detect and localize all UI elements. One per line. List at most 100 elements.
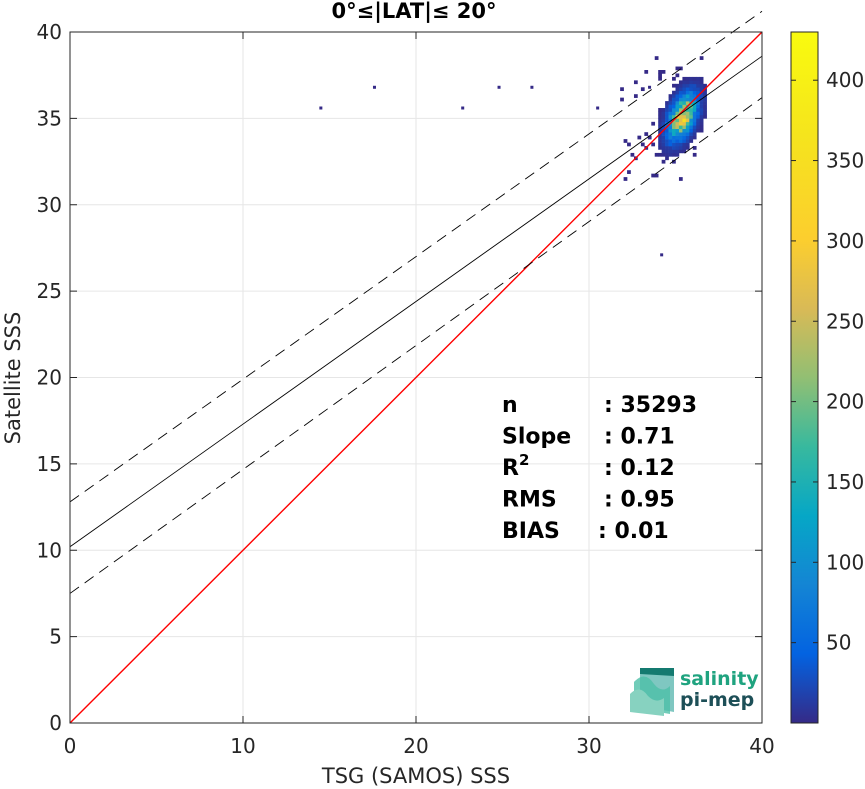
y-tick-label: 15 (37, 452, 62, 476)
density-cell (668, 128, 673, 133)
density-cell (692, 101, 697, 105)
density-cell (692, 111, 697, 116)
colorbar-tick-label: 400 (826, 68, 864, 92)
density-cell (685, 139, 690, 143)
density-cell (633, 94, 638, 98)
density-cell (658, 152, 662, 157)
density-cell (703, 104, 707, 109)
density-cell (682, 83, 687, 88)
density-cell (692, 135, 697, 140)
density-cell (672, 111, 676, 116)
density-cell (682, 128, 687, 133)
density-cell (678, 94, 683, 98)
statistics-box: n: 35293 Slope: 0.71 R2: 0.12 RMS: 0.95 BIAS… (502, 393, 697, 544)
density-cell (665, 135, 669, 140)
density-cell (689, 108, 694, 112)
density-cell (675, 135, 680, 140)
density-cell (703, 108, 707, 112)
stat-label: RMS (502, 488, 557, 513)
density-cell (665, 149, 669, 154)
density-cell (675, 104, 680, 109)
density-cell (685, 90, 690, 95)
y-tick-label: 5 (49, 625, 62, 649)
outlier-point (497, 85, 501, 89)
x-tick-label: 0 (64, 734, 77, 758)
density-cell (696, 104, 701, 109)
density-cell (689, 121, 694, 126)
density-cell (696, 83, 701, 88)
density-cell (654, 173, 659, 178)
density-cell (696, 114, 701, 119)
stat-value: : 0.71 (604, 425, 675, 450)
density-cell (668, 118, 673, 123)
stat-label: R2 (502, 451, 529, 481)
density-cell (678, 128, 683, 133)
density-cell (661, 111, 666, 116)
logo-line1: salinity (680, 668, 759, 690)
density-cell (689, 111, 694, 116)
density-cell (696, 108, 701, 112)
density-cell (685, 114, 690, 119)
density-cell (651, 121, 656, 126)
density-cell (672, 101, 676, 105)
density-cell (668, 111, 673, 116)
density-cell (699, 104, 704, 109)
y-tick-label: 10 (37, 538, 62, 562)
density-cell (685, 97, 690, 102)
density-cell (675, 139, 680, 143)
density-cell (640, 87, 645, 92)
density-cell (685, 135, 690, 140)
colorbar-tick-label: 100 (826, 550, 864, 574)
density-cell (685, 80, 690, 85)
density-cell (627, 170, 631, 174)
waves-logo-icon (630, 668, 674, 716)
chart-title: 0°≤|LAT|≤ 20° (331, 0, 496, 24)
density-cell (685, 125, 690, 130)
density-cell (678, 125, 683, 130)
density-cell (696, 90, 701, 95)
density-cell (672, 149, 676, 154)
density-cell (654, 56, 659, 60)
density-cell (672, 83, 676, 88)
density-cell (668, 94, 673, 98)
stat-label-sup: 2 (519, 451, 529, 469)
density-cell (675, 101, 680, 105)
density-cell (689, 87, 694, 92)
density-cell (658, 111, 662, 116)
density-cell (685, 108, 690, 112)
density-cell (661, 132, 666, 136)
density-cell (692, 76, 697, 81)
density-cell (678, 114, 683, 119)
density-cell (654, 152, 659, 157)
density-cell (689, 132, 694, 136)
density-cell (665, 142, 669, 147)
stat-label-text: Slope (502, 425, 571, 450)
density-cell (668, 101, 673, 105)
density-cell (692, 104, 697, 109)
density-cell (692, 125, 697, 130)
density-cell (685, 83, 690, 88)
density-cell (682, 87, 687, 92)
density-cell (699, 111, 704, 116)
outlier-point (372, 85, 376, 89)
density-cell (682, 142, 687, 147)
density-cell (647, 135, 652, 140)
density-cell (682, 90, 687, 95)
density-cell (665, 132, 669, 136)
density-cell (678, 87, 683, 92)
colorbar-tick-label: 200 (826, 390, 864, 414)
outlier-point (319, 106, 323, 110)
density-cell (672, 139, 676, 143)
density-cell (658, 128, 662, 133)
stat-label-text: n (502, 393, 518, 418)
density-cell (696, 87, 701, 92)
density-cell (699, 118, 704, 123)
density-cell (689, 125, 694, 130)
density-cell (692, 128, 697, 133)
density-cell (685, 118, 690, 123)
y-tick-label: 20 (37, 366, 62, 390)
density-cell (703, 114, 707, 119)
density-cell (699, 114, 704, 119)
density-cell (661, 135, 666, 140)
